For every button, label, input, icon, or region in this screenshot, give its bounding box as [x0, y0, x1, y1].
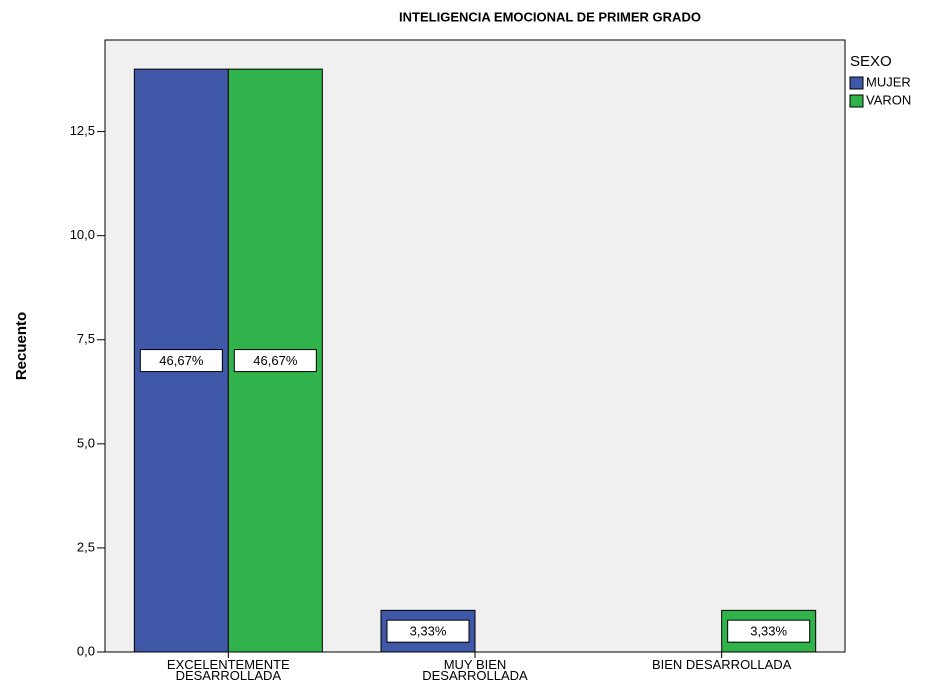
data-label: 3,33% [410, 624, 447, 639]
data-label: 3,33% [750, 624, 787, 639]
legend-swatch [849, 94, 864, 108]
legend-label: VARON [866, 92, 911, 107]
data-label: 46,67% [253, 353, 298, 368]
x-tick-label: EXCELENTEMENTE DESARROLLADA [167, 657, 290, 683]
legend-title: SEXO [850, 53, 892, 70]
x-tick-label-line: BIEN DESARROLLADA [652, 657, 792, 672]
x-tick-label-line: DESARROLLADA [422, 668, 528, 683]
y-tick-label: 0,0 [77, 643, 95, 658]
data-label-box [386, 619, 470, 643]
x-tick-label-line: EXCELENTEMENTE [167, 657, 290, 672]
y-tick-label: 2,5 [77, 539, 95, 554]
y-tick-label: 10,0 [70, 227, 95, 242]
y-axis-label: Recuento [13, 312, 30, 380]
chart-title: INTELIGENCIA EMOCIONAL DE PRIMER GRADO [399, 9, 701, 24]
y-tick-label: 5,0 [77, 435, 95, 450]
x-tick-label: MUY BIEN DESARROLLADA [422, 657, 528, 683]
legend-label: MUJER [866, 74, 911, 89]
y-tick-label: 7,5 [77, 331, 95, 346]
data-label-box [139, 349, 223, 373]
legend-swatch [849, 76, 864, 90]
data-label: 46,67% [159, 353, 204, 368]
y-tick-label: 12,5 [70, 123, 95, 138]
x-tick-label: BIEN DESARROLLADA [652, 657, 792, 672]
x-tick-label-line: MUY BIEN [444, 657, 507, 672]
x-tick-label-line: DESARROLLADA [176, 668, 282, 683]
data-label-box [727, 619, 811, 643]
data-label-box [233, 349, 317, 373]
